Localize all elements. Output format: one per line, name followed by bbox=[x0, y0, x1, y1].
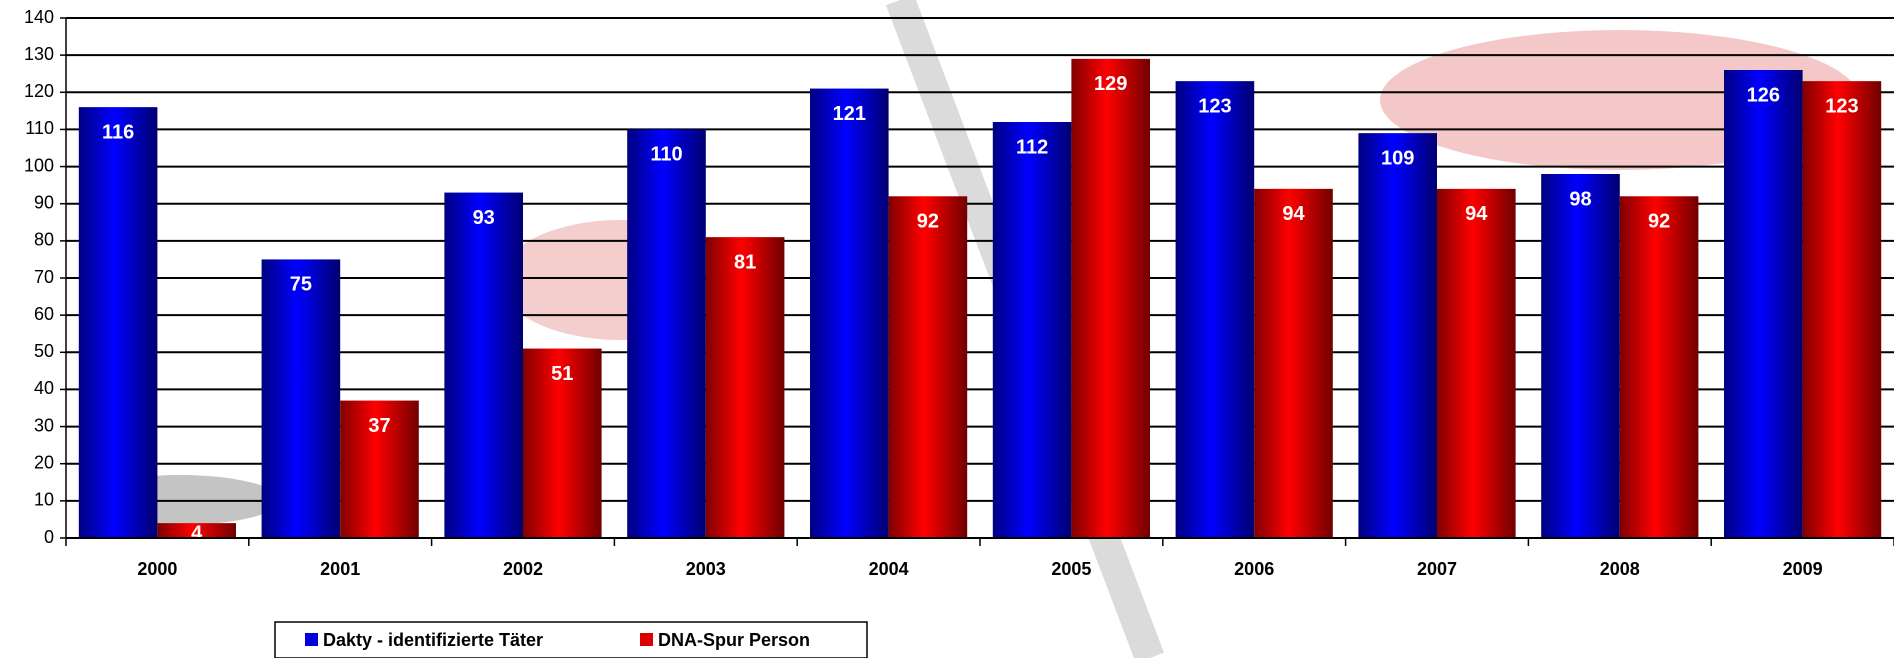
y-tick-label: 20 bbox=[34, 452, 54, 472]
bar bbox=[444, 192, 523, 539]
legend-box bbox=[274, 621, 868, 658]
y-tick-label: 60 bbox=[34, 304, 54, 324]
y-tick-label: 130 bbox=[24, 44, 54, 64]
legend-swatch bbox=[640, 633, 653, 646]
bar bbox=[78, 107, 158, 539]
value-label: 75 bbox=[290, 274, 312, 296]
value-label: 121 bbox=[833, 103, 866, 125]
y-tick-label: 30 bbox=[34, 415, 54, 435]
bar bbox=[340, 400, 419, 538]
y-tick-label: 80 bbox=[34, 230, 54, 250]
value-label: 129 bbox=[1094, 73, 1127, 95]
value-label: 92 bbox=[1648, 211, 1670, 233]
legend-label: DNA-Spur Person bbox=[658, 630, 810, 650]
value-label: 110 bbox=[650, 144, 682, 166]
y-tick-label: 110 bbox=[25, 118, 54, 138]
bar bbox=[157, 523, 237, 538]
bar bbox=[261, 259, 341, 538]
bar bbox=[1437, 188, 1516, 538]
bar bbox=[992, 122, 1072, 538]
y-tick-label: 10 bbox=[34, 490, 54, 510]
value-label: 123 bbox=[1198, 95, 1231, 117]
y-tick-label: 100 bbox=[24, 155, 54, 175]
bar bbox=[1723, 70, 1803, 538]
y-tick-label: 50 bbox=[34, 341, 54, 361]
x-tick-label: 2001 bbox=[320, 559, 360, 579]
value-label: 112 bbox=[1016, 136, 1048, 158]
y-tick-label: 90 bbox=[34, 192, 54, 212]
bar bbox=[627, 129, 706, 538]
value-label: 98 bbox=[1569, 188, 1591, 210]
value-label: 93 bbox=[473, 207, 495, 229]
bar bbox=[1358, 133, 1437, 538]
bar bbox=[705, 237, 785, 538]
x-tick-label: 2007 bbox=[1417, 559, 1457, 579]
y-tick-label: 0 bbox=[44, 527, 54, 547]
y-tick-label: 120 bbox=[24, 81, 54, 101]
value-label: 4 bbox=[191, 522, 203, 544]
value-label: 116 bbox=[102, 121, 134, 143]
y-tick-label: 40 bbox=[34, 378, 54, 398]
value-label: 92 bbox=[917, 211, 939, 233]
y-tick-label: 70 bbox=[34, 267, 54, 287]
bar bbox=[1541, 174, 1620, 538]
x-tick-label: 2009 bbox=[1783, 559, 1823, 579]
value-label: 51 bbox=[551, 363, 573, 385]
x-tick-label: 2006 bbox=[1234, 559, 1274, 579]
bar bbox=[1254, 188, 1333, 538]
value-label: 94 bbox=[1282, 203, 1305, 225]
bar bbox=[1619, 196, 1699, 539]
bar bbox=[1071, 58, 1151, 538]
value-label: 123 bbox=[1825, 95, 1858, 117]
x-tick-label: 2002 bbox=[503, 559, 543, 579]
value-label: 37 bbox=[368, 415, 390, 437]
value-label: 109 bbox=[1381, 147, 1414, 169]
bar bbox=[1802, 81, 1882, 539]
legend-label: Dakty - identifizierte Täter bbox=[323, 630, 543, 650]
value-label: 94 bbox=[1465, 203, 1488, 225]
value-label: 126 bbox=[1747, 84, 1780, 106]
x-tick-label: 2004 bbox=[869, 559, 909, 579]
bar bbox=[1175, 81, 1255, 539]
x-tick-label: 2000 bbox=[137, 559, 177, 579]
bar bbox=[523, 348, 602, 538]
value-label: 81 bbox=[734, 251, 756, 273]
x-tick-label: 2003 bbox=[686, 559, 726, 579]
x-tick-label: 2005 bbox=[1051, 559, 1091, 579]
bar bbox=[888, 196, 968, 539]
legend-swatch bbox=[305, 633, 318, 646]
x-tick-label: 2008 bbox=[1600, 559, 1640, 579]
y-tick-label: 140 bbox=[24, 7, 54, 27]
bar bbox=[809, 88, 889, 539]
